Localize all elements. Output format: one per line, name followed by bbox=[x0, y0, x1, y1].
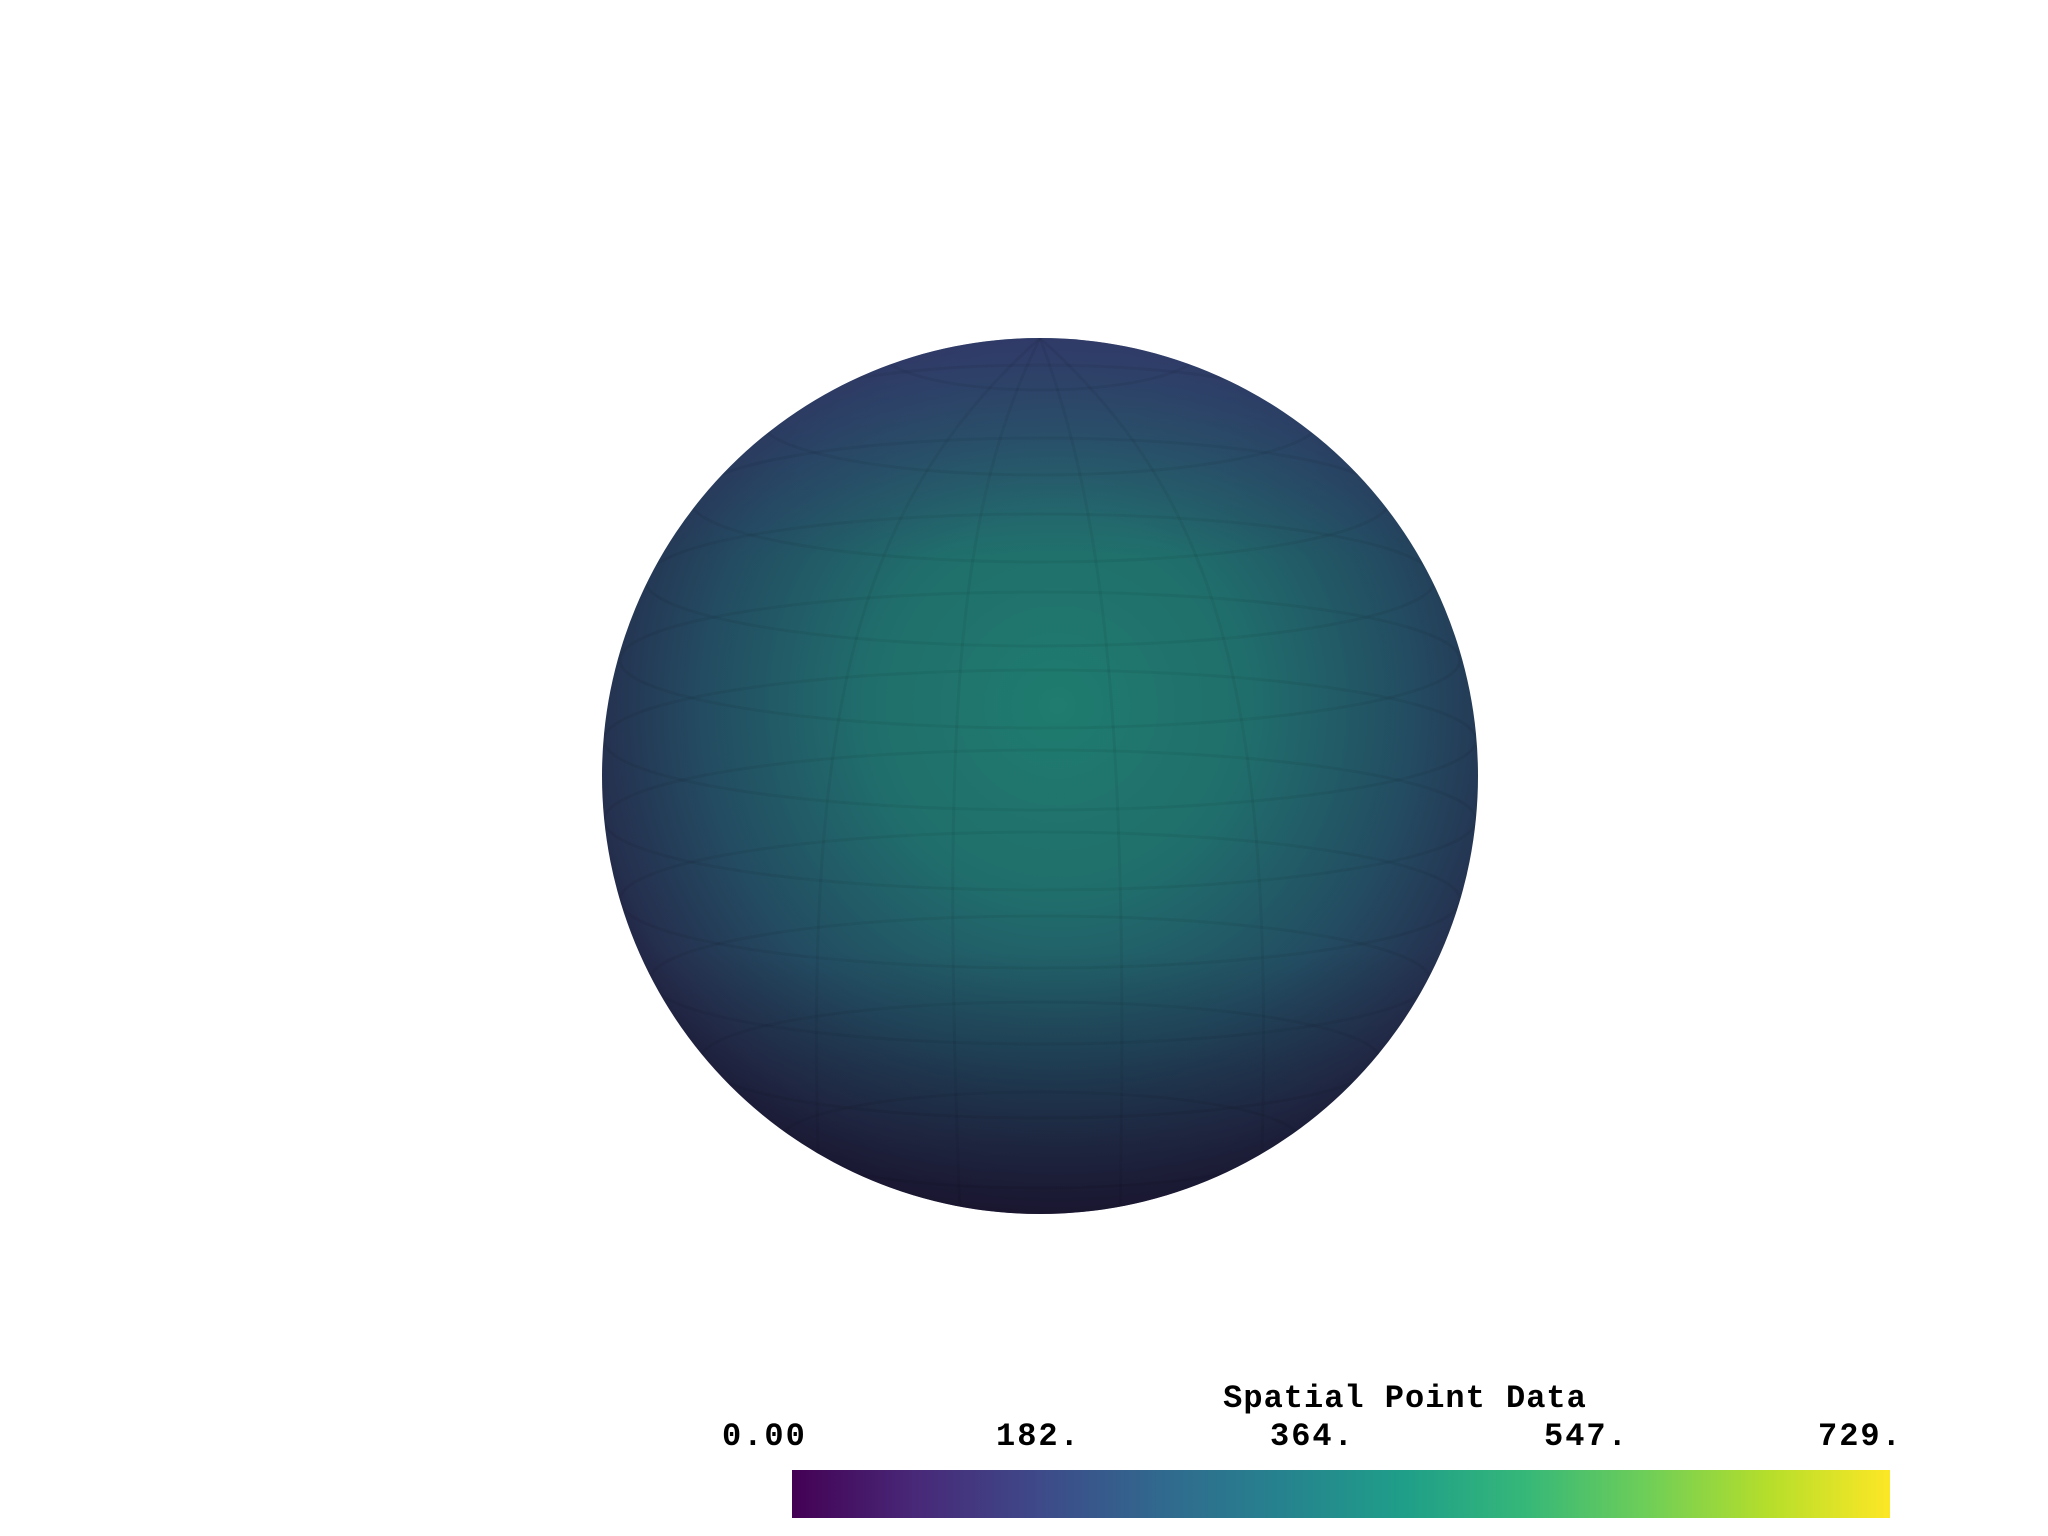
scalar-bar-colormap bbox=[792, 1470, 1890, 1518]
scalar-bar-title: Spatial Point Data bbox=[1223, 1380, 1587, 1417]
scalar-bar-tick-label: 182. bbox=[996, 1418, 1081, 1455]
sphere-mesh bbox=[602, 338, 1478, 1214]
scalar-bar-tick-label: 0.00 bbox=[722, 1418, 807, 1455]
scalar-bar-tick-label: 547. bbox=[1544, 1418, 1629, 1455]
scalar-bar-tick-label: 729. bbox=[1818, 1418, 1903, 1455]
scalar-bar-labels: 0.00 182. 364. 547. 729. bbox=[700, 1418, 1930, 1458]
scalar-bar: Spatial Point Data 0.00 182. 364. 547. 7… bbox=[700, 1380, 1930, 1520]
scalar-bar-tick-label: 364. bbox=[1270, 1418, 1355, 1455]
